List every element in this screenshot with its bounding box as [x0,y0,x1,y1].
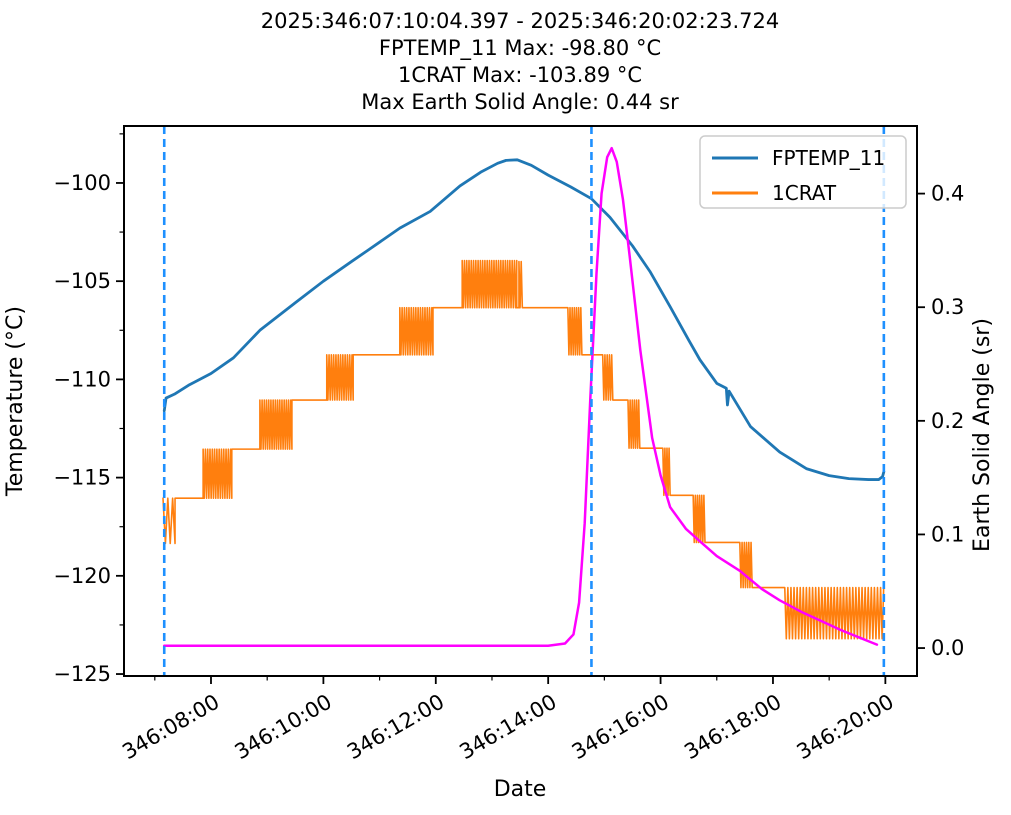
title-line-4: Max Earth Solid Angle: 0.44 sr [361,90,679,114]
y-left-tick-label: −125 [53,662,111,686]
y-left-tick-label: −115 [53,466,111,490]
legend-label-fptemp: FPTEMP_11 [772,146,885,170]
y-axis-label-left: Temperature (°C) [3,306,28,497]
earth-solid-angle-line [162,146,879,648]
y-right-tick-label: 0.0 [931,636,964,660]
legend: FPTEMP_11 1CRAT [699,135,907,209]
title-line-1: 2025:346:07:10:04.397 - 2025:346:20:02:2… [261,9,779,33]
x-tick-label: 346:14:00 [455,690,560,765]
x-tick-label: 346:18:00 [680,690,785,765]
y-left-tick-label: −120 [53,564,111,588]
x-tick-label: 346:20:00 [793,690,898,765]
axes-layer [116,125,925,684]
x-tick-label: 346:10:00 [231,690,336,765]
x-axis-label: Date [494,777,547,802]
1crat-line [162,259,885,640]
y-left-tick-label: −105 [53,269,111,293]
axes-spines [123,125,918,677]
vline-layer [162,126,886,676]
x-tick-label: 346:16:00 [568,690,673,765]
x-tick-label: 346:12:00 [343,690,448,765]
title-line-2: FPTEMP_11 Max: -98.80 °C [379,36,661,61]
legend-label-1crat: 1CRAT [772,181,837,205]
y-left-tick-label: −110 [53,367,111,391]
title-line-3: 1CRAT Max: -103.89 °C [398,63,642,87]
x-tick-label: 346:08:00 [118,690,223,765]
y-right-tick-label: 0.4 [931,182,964,206]
series-layer [162,146,886,648]
fptemp_11-line [162,158,886,481]
y-right-tick-label: 0.2 [931,409,964,433]
y-axis-label-right: Earth Solid Angle (sr) [970,318,995,552]
legend-box [699,135,907,209]
y-right-tick-label: 0.1 [931,522,964,546]
y-left-tick-label: −100 [53,171,111,195]
y-right-tick-label: 0.3 [931,295,964,319]
